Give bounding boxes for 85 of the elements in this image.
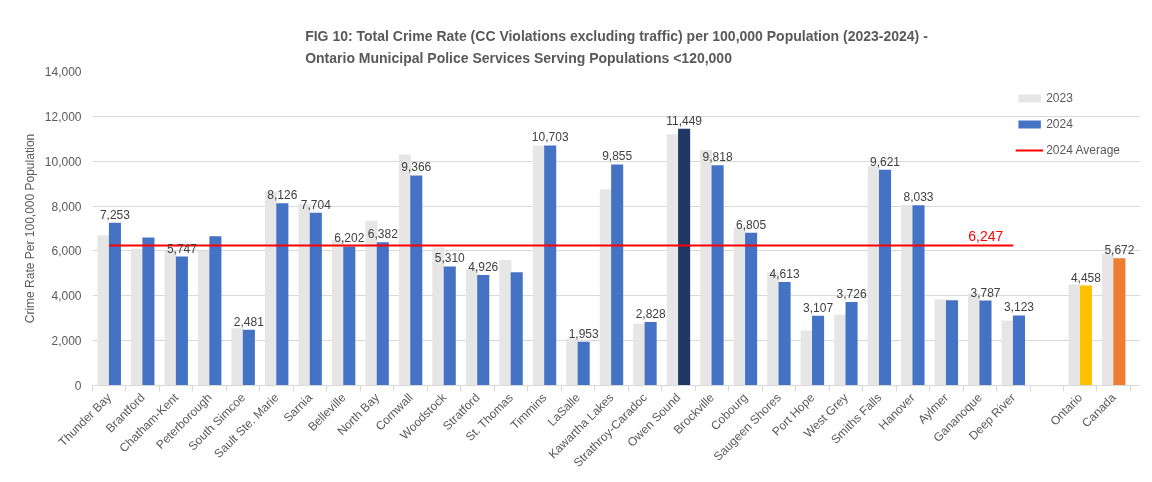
data-label: 7,253 [99,207,131,222]
bar [175,256,188,386]
bar [231,328,244,386]
data-label: 4,613 [769,267,800,282]
legend-label: 2024 Average [1046,143,1120,157]
legend-label: 2024 [1046,117,1073,131]
data-label: 9,621 [870,154,901,169]
y-axis-title: Crime Rate Per 100,000 Population [22,133,37,324]
bar [879,169,892,386]
data-label: 8,126 [267,188,298,203]
bar [410,175,423,386]
data-label: 3,787 [970,285,1001,300]
bar [778,282,791,386]
bar [644,322,657,386]
data-label: 9,818 [702,150,733,165]
data-label: 5,310 [434,251,466,266]
bar [443,266,456,386]
bar [812,315,825,386]
data-label: 7,704 [300,197,332,212]
bar [97,235,110,386]
y-tick-label: 10,000 [44,154,82,169]
data-label: 8,033 [903,190,934,205]
data-label: 10,703 [531,130,569,145]
bar [566,338,579,386]
y-tick-label: 6,000 [51,244,82,259]
y-tick-label: 2,000 [51,334,82,349]
bar [711,165,724,386]
bar [499,259,512,386]
data-label: 6,202 [334,231,365,246]
bar [309,212,322,386]
bar [577,341,590,386]
bar [510,272,523,386]
bar [544,145,557,386]
bar [197,250,211,386]
data-label: 1,953 [568,326,600,341]
bar [1079,285,1092,386]
bar [142,237,155,386]
bar [599,189,612,386]
bar [242,329,255,386]
bar [834,314,847,386]
bar [745,232,758,386]
bar [131,248,144,386]
bar [1001,320,1014,386]
bar [979,300,992,386]
bar [209,236,222,386]
bar [108,222,121,386]
bar [477,275,490,386]
data-label: 11,449 [666,113,703,128]
data-label: 6,805 [736,217,767,232]
data-label: 6,382 [367,227,399,242]
bar [1068,284,1081,386]
legend-label: 2023 [1046,91,1073,105]
data-label: 2,828 [635,307,666,322]
data-label: 2,481 [233,314,265,329]
bar [1113,258,1126,386]
data-label: 4,926 [468,260,499,275]
bar [912,205,925,386]
bar [611,164,624,386]
data-label: 9,366 [401,160,432,175]
bar [532,145,545,386]
data-label: 4,458 [1070,270,1102,285]
bar [1012,315,1025,386]
y-tick-label: 0 [74,379,82,393]
data-label: 3,726 [836,286,867,301]
bar [945,300,959,386]
bar [901,204,914,386]
bar [343,246,356,386]
bar [666,134,679,386]
y-tick-label: 14,000 [44,65,82,79]
data-label: 5,672 [1104,243,1135,258]
y-tick-label: 4,000 [51,289,82,304]
bar [276,203,289,386]
y-tick-label: 8,000 [51,199,82,214]
data-label: 3,123 [1003,300,1035,315]
data-label: 3,107 [803,300,834,315]
y-tick-label: 12,000 [44,109,82,124]
chart-title: FIG 10: Total Crime Rate (CC Violations excluding traffic) per 100,000 Population (2023-2024) - Ontario Municipal Police Services Serving Populations <120,000 [305,28,929,67]
bar [376,242,389,386]
bar [678,128,691,386]
bar [633,323,646,386]
bar [934,299,947,386]
bar [800,330,813,386]
data-label: 9,855 [602,149,633,164]
bar [845,301,858,386]
data-label: 6,247 [968,228,1004,245]
